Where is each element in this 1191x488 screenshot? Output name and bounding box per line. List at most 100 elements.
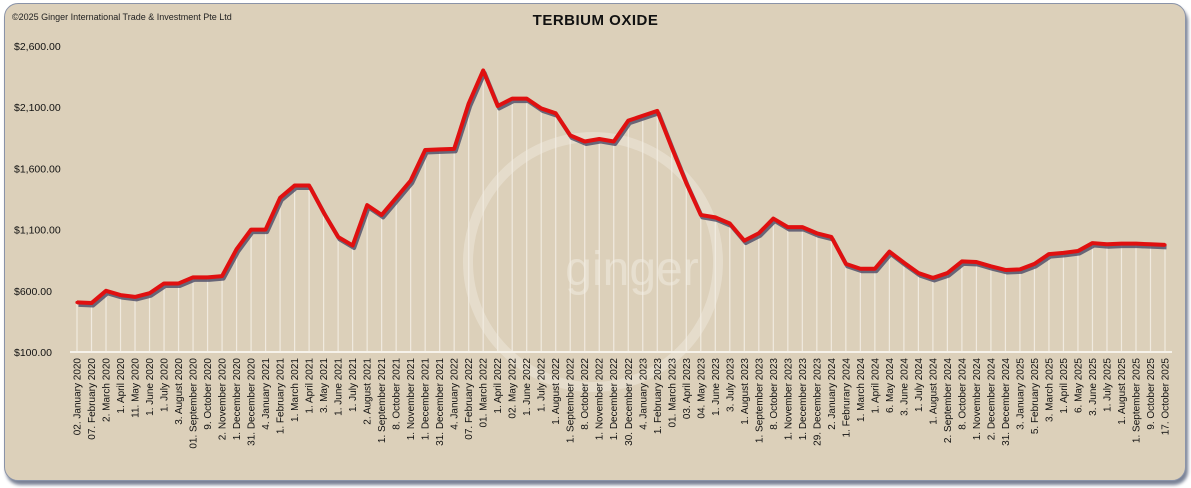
- data-point: [452, 147, 456, 151]
- data-point: [510, 97, 514, 101]
- x-tick-label: 30. December 2022: [624, 358, 635, 446]
- x-tick-label: 8. October 2021: [392, 358, 403, 430]
- x-tick-label: 1. November 2022: [595, 358, 606, 441]
- x-tick-label: 3. March 2025: [1044, 358, 1055, 422]
- x-tick-label: 07. February 2022: [464, 358, 475, 440]
- watermark-text: ginger: [565, 243, 698, 296]
- x-tick-label: 1. September 2021: [377, 358, 388, 443]
- x-tick-label: 1. August 2024: [928, 358, 939, 425]
- x-tick-label: 8. October 2022: [580, 358, 591, 430]
- x-tick-label: 1. November 2023: [783, 358, 794, 441]
- x-tick-label: 2. September 2024: [943, 358, 954, 443]
- data-point: [757, 231, 761, 235]
- data-point: [699, 213, 703, 217]
- data-point: [205, 275, 210, 279]
- data-point: [684, 181, 688, 185]
- data-point: [568, 133, 572, 137]
- x-tick-label: 29. December 2023: [812, 358, 823, 446]
- y-tick-label: $100.00: [14, 347, 52, 359]
- x-tick-label: 31. December 2020: [247, 358, 258, 446]
- x-tick-label: 1. August 2023: [740, 358, 751, 425]
- x-tick-label: 1. Februrary 2024: [841, 358, 852, 438]
- data-point: [713, 215, 717, 219]
- x-tick-label: 02. May 2022: [508, 358, 519, 419]
- x-tick-label: 4. January 2021: [261, 358, 272, 430]
- y-tick-label: $2,100.00: [14, 102, 61, 114]
- data-point: [293, 183, 297, 188]
- x-tick-label: 01. September 2020: [189, 358, 200, 449]
- x-tick-label: 3. July 2023: [725, 358, 736, 412]
- data-point: [641, 114, 645, 118]
- data-point: [815, 231, 819, 235]
- x-tick-label: 1. August 2025: [1117, 358, 1128, 425]
- x-tick-label: 1. December 2021: [421, 358, 432, 441]
- x-tick-label: 1. July 2021: [348, 358, 359, 412]
- data-point: [945, 271, 950, 275]
- data-point: [612, 139, 616, 144]
- data-point: [1148, 242, 1153, 246]
- data-point: [1032, 262, 1037, 266]
- x-tick-label: 1. September 2025: [1131, 358, 1142, 443]
- data-point: [960, 259, 964, 264]
- data-point: [902, 261, 906, 265]
- data-point: [655, 109, 659, 113]
- y-tick-label: $2,600.00: [14, 41, 61, 53]
- data-point: [670, 145, 674, 150]
- x-tick-label: 2. December 2024: [986, 358, 997, 441]
- x-tick-label: 1. November 2024: [972, 358, 983, 441]
- data-point: [278, 196, 282, 200]
- data-point: [916, 271, 920, 275]
- data-point: [1163, 243, 1167, 247]
- data-point: [1061, 251, 1066, 255]
- data-point: [525, 97, 529, 101]
- x-tick-label: 4. January 2022: [450, 358, 461, 430]
- x-tick-label: 1. August 2022: [551, 358, 562, 425]
- x-tick-label: 1. December 2023: [798, 358, 809, 441]
- x-tick-label: 1. September 2022: [566, 358, 577, 443]
- y-tick-label: $1,600.00: [14, 163, 61, 175]
- data-point: [118, 293, 123, 297]
- x-tick-label: 2. November 2020: [218, 358, 229, 441]
- data-point: [496, 104, 500, 108]
- x-tick-label: 03. April 2023: [682, 358, 693, 420]
- x-tick-label: 3. May 2021: [319, 358, 330, 413]
- data-point: [75, 300, 79, 305]
- data-point: [931, 276, 935, 280]
- data-point: [176, 281, 181, 286]
- x-tick-label: 2. January 2024: [827, 358, 838, 430]
- x-tick-label: 8. October 2024: [957, 358, 968, 430]
- x-tick-label: 02. January 2020: [73, 358, 84, 436]
- x-tick-label: 2. March 2020: [102, 358, 113, 422]
- data-point: [974, 260, 979, 264]
- data-point: [626, 119, 630, 123]
- x-tick-label: 1. June 2022: [522, 358, 533, 416]
- x-tick-label: 04. May 2023: [696, 358, 707, 419]
- data-point: [322, 210, 326, 215]
- data-point: [351, 243, 355, 248]
- data-point: [191, 275, 195, 279]
- data-point: [481, 68, 485, 73]
- x-tick-label: 3. January 2025: [1015, 358, 1026, 430]
- watermark-logo: ginger: [463, 132, 723, 392]
- data-point: [989, 264, 993, 268]
- x-tick-label: 2. August 2021: [363, 358, 374, 425]
- data-point: [858, 267, 862, 271]
- data-point: [234, 247, 239, 251]
- x-tick-label: 1. February 2023: [653, 358, 664, 435]
- data-point: [89, 301, 94, 305]
- data-point: [1119, 242, 1124, 246]
- x-tick-label: 1. July 2024: [914, 358, 925, 412]
- data-point: [438, 147, 442, 152]
- x-tick-label: 1. March 2024: [856, 358, 867, 422]
- data-point: [263, 228, 268, 232]
- data-point: [1090, 241, 1095, 245]
- data-point: [380, 213, 384, 217]
- x-tick-label: 1. June 2020: [145, 358, 156, 416]
- y-tick-label: $600.00: [14, 286, 52, 298]
- data-point: [147, 291, 152, 295]
- x-tick-label: 1. July 2020: [160, 358, 171, 412]
- x-tick-label: 1. June 2021: [334, 358, 345, 416]
- data-point: [249, 228, 253, 232]
- x-tick-label: 1. April 2020: [116, 358, 127, 414]
- x-tick-label: 1. February 2021: [276, 358, 287, 435]
